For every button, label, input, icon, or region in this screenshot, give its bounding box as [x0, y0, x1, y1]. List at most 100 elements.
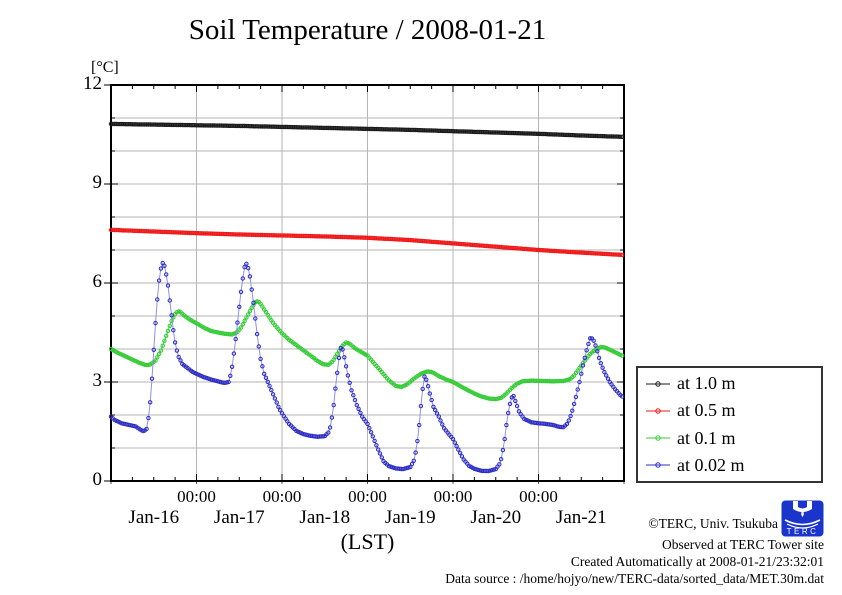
series-marker	[564, 421, 570, 427]
series-marker	[244, 315, 249, 320]
legend-item-at002m: at 0.02 m	[638, 453, 821, 478]
series-marker	[620, 252, 625, 258]
series-marker	[269, 387, 274, 393]
legend-marker-icon	[646, 380, 670, 387]
series-marker	[155, 355, 160, 360]
series-marker	[618, 252, 623, 258]
series-marker	[343, 364, 349, 369]
series-marker	[511, 393, 516, 399]
copyright-text: ©TERC, Univ. Tsukuba	[648, 516, 778, 531]
series-marker	[158, 266, 164, 271]
series-marker	[591, 338, 596, 343]
series-marker	[272, 396, 278, 401]
series-marker	[573, 394, 579, 400]
series-marker	[358, 410, 363, 415]
series-marker	[231, 351, 237, 356]
series-marker	[351, 393, 356, 398]
series-marker	[596, 355, 602, 361]
series-marker	[620, 134, 625, 140]
series-marker	[600, 365, 605, 370]
series-marker	[162, 338, 167, 343]
series-marker	[376, 447, 381, 452]
series-marker	[162, 263, 167, 268]
series-marker	[244, 261, 249, 266]
series-marker	[167, 298, 173, 303]
legend-label: at 0.1 m	[677, 427, 736, 448]
series-marker	[174, 348, 180, 353]
series-marker	[568, 413, 573, 419]
x-axis-label: (LST)	[340, 529, 395, 554]
series-marker	[418, 403, 424, 409]
series-marker	[434, 411, 440, 416]
series-marker	[240, 276, 246, 281]
series-marker	[450, 436, 456, 442]
series-marker	[454, 443, 459, 449]
series-marker	[431, 404, 436, 409]
series-marker	[233, 336, 238, 342]
series-marker	[595, 349, 600, 354]
legend-box: at 1.0 m at 0.5 m at 0.1 m at 0.02 m	[636, 366, 823, 483]
y-tick-label: 0	[92, 469, 103, 490]
series-marker	[459, 454, 465, 459]
series-marker	[506, 410, 511, 416]
series-marker	[172, 340, 178, 345]
series-marker	[349, 388, 354, 393]
series-marker	[618, 134, 623, 140]
series-marker	[436, 414, 441, 419]
series-marker	[500, 447, 506, 453]
chart-title: Soil Temperature / 2008-01-21	[188, 14, 547, 46]
series-marker	[336, 355, 342, 361]
series-marker	[229, 364, 235, 369]
series-marker	[246, 312, 251, 317]
series-marker	[514, 403, 520, 409]
series-marker	[438, 418, 443, 423]
x-tick-date-label: Jan-20	[470, 507, 522, 528]
series-marker	[498, 457, 504, 462]
series-marker	[160, 343, 165, 348]
x-tick-time-label: 00:00	[519, 487, 558, 506]
series-marker	[415, 438, 420, 444]
series-marker	[570, 408, 575, 413]
x-tick-date-label: Jan-16	[128, 507, 180, 528]
series-marker	[368, 430, 374, 435]
series-marker	[158, 348, 164, 353]
series-marker	[144, 426, 149, 432]
series-marker	[224, 380, 230, 385]
legend-marker-icon	[646, 435, 670, 441]
series-marker	[235, 320, 240, 325]
series-marker	[559, 424, 564, 430]
created-timestamp-text: Created Automatically at 2008-01-21/23:3…	[570, 554, 824, 569]
series-marker	[408, 464, 413, 470]
series-marker	[164, 272, 169, 277]
series-marker	[588, 336, 593, 341]
series-marker	[356, 406, 361, 412]
series-marker	[370, 434, 375, 439]
series-marker	[329, 415, 335, 420]
series-marker	[251, 300, 256, 305]
legend-item-at05m: at 0.5 m	[638, 398, 821, 423]
series-marker	[226, 379, 231, 385]
series-marker	[331, 402, 336, 408]
series-marker	[429, 397, 434, 403]
series-marker	[354, 402, 359, 408]
series-marker	[345, 373, 351, 378]
y-axis-unit-label: [°C]	[91, 59, 119, 76]
series-marker	[497, 462, 502, 467]
series-marker	[260, 364, 265, 369]
series-marker	[420, 386, 425, 392]
series-marker	[242, 318, 247, 324]
series-marker	[413, 450, 418, 455]
series-marker	[411, 458, 416, 463]
legend-label: at 1.0 m	[677, 373, 736, 394]
series-marker	[422, 374, 427, 379]
series-marker	[156, 278, 162, 283]
series-marker	[267, 383, 272, 389]
series-marker	[604, 373, 609, 378]
x-tick-date-label: Jan-19	[384, 507, 436, 528]
series-marker	[333, 386, 338, 391]
series-marker	[178, 358, 183, 363]
data-source-path-text: Data source : /home/hojyo/new/TERC-data/…	[445, 571, 824, 586]
series-marker	[409, 461, 415, 467]
series-marker	[427, 391, 432, 396]
